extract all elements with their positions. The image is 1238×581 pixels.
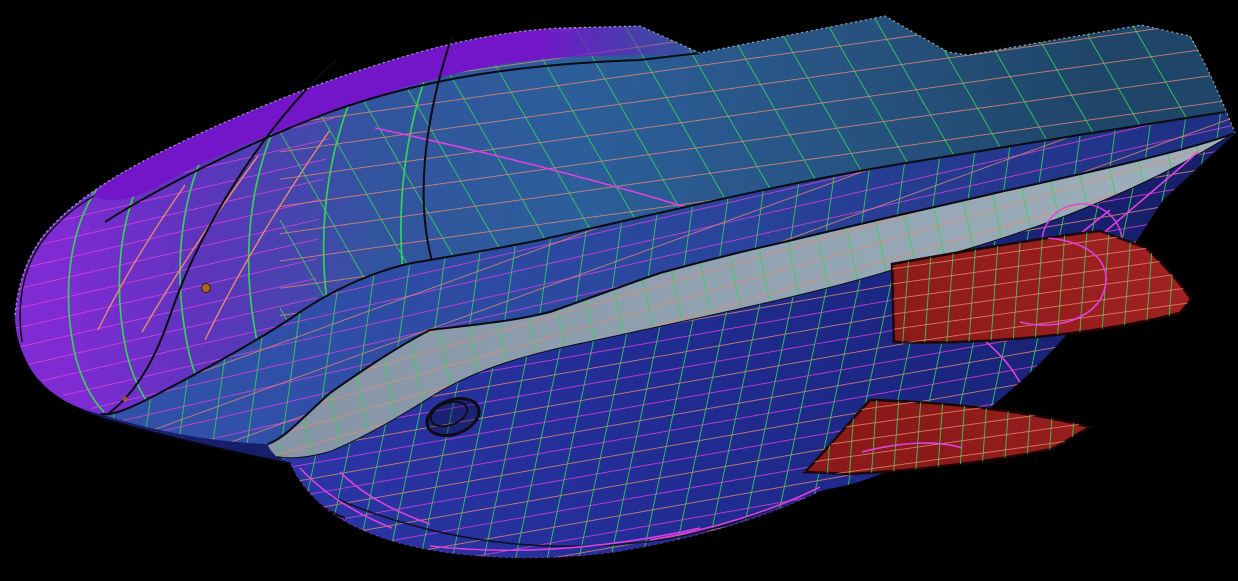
lower-fin-mesh [805, 400, 1090, 474]
thruster-ring [425, 397, 481, 437]
small-marker-dot [122, 396, 128, 402]
lower-fin [803, 398, 1092, 476]
top-edge-highlight [14, 15, 1236, 316]
sheer-band-inner-line [104, 52, 701, 223]
hull-side-surface [99, 111, 1235, 448]
keel-line [329, 486, 821, 548]
bow-marker-dot [201, 283, 211, 293]
sheer-band [92, 26, 701, 223]
sheer-line [99, 111, 1226, 416]
upper-fin [890, 229, 1193, 344]
upper-fin-mesh [892, 231, 1191, 343]
bottom-edge-fringe [290, 463, 823, 559]
band-top-edge [267, 132, 1236, 445]
